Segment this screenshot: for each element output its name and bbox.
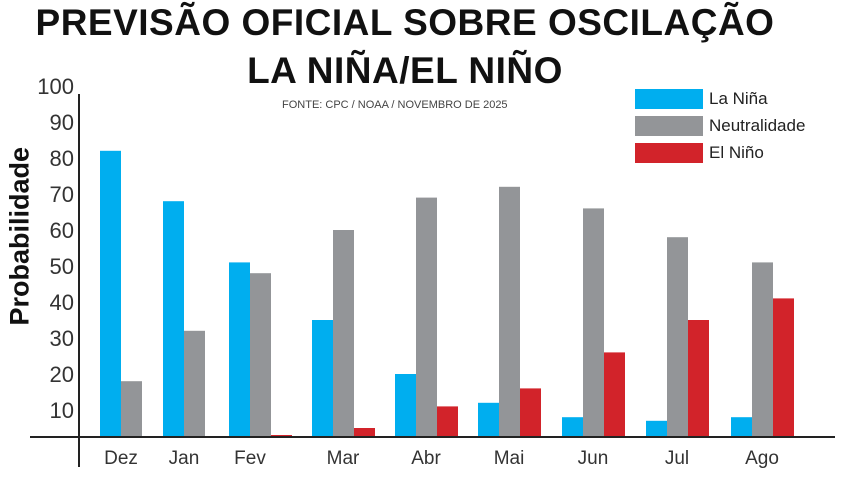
y-tick-label: 10 <box>50 398 74 423</box>
legend-swatch-neutralidade <box>635 116 703 136</box>
x-tick-label: Mar <box>327 448 360 469</box>
x-tick-label: Dez <box>104 448 138 469</box>
x-tick-label: Ago <box>745 448 779 469</box>
x-tick-label: Abr <box>411 448 441 469</box>
legend-label-neutralidade: Neutralidade <box>709 116 806 135</box>
y-tick-label: 80 <box>50 146 74 171</box>
bar-jun-1 <box>583 208 604 437</box>
bar-jul-1 <box>667 237 688 437</box>
bar-jul-2 <box>688 320 709 437</box>
y-tick-label: 100 <box>37 74 74 99</box>
bar-jul-0 <box>646 420 667 437</box>
legend-swatch-la-nina <box>635 89 703 109</box>
bar-ago-1 <box>752 262 773 437</box>
bar-abr-0 <box>395 374 416 437</box>
bar-abr-1 <box>416 197 437 437</box>
x-tick-label: Jun <box>578 448 609 469</box>
y-tick-label: 90 <box>50 110 74 135</box>
bar-jan-0 <box>163 201 184 437</box>
chart-title-line1: PREVISÃO OFICIAL SOBRE OSCILAÇÃO <box>35 2 775 43</box>
bar-ago-0 <box>731 417 752 437</box>
x-tick-label: Jan <box>169 448 200 469</box>
bar-jun-2 <box>604 352 625 437</box>
bar-mar-1 <box>333 230 354 437</box>
bar-mai-0 <box>478 402 499 437</box>
y-tick-label: 60 <box>50 218 74 243</box>
bar-abr-2 <box>437 406 458 437</box>
bar-mar-0 <box>312 320 333 437</box>
legend-swatch-el-nino <box>635 143 703 163</box>
y-tick-label: 70 <box>50 182 74 207</box>
y-tick-label: 50 <box>50 254 74 279</box>
chart-title-line2: LA NIÑA/EL NIÑO <box>247 50 563 91</box>
bar-mar-2 <box>354 428 375 437</box>
legend-label-la-nina: La Niña <box>709 89 768 108</box>
y-tick-label: 40 <box>50 290 74 315</box>
legend-label-el-nino: El Niño <box>709 143 764 162</box>
bar-dez-0 <box>100 150 121 438</box>
y-tick-label: 30 <box>50 326 74 351</box>
y-tick-label: 20 <box>50 362 74 387</box>
bar-jan-1 <box>184 330 205 437</box>
x-tick-label: Jul <box>665 448 689 469</box>
source-note: FONTE: CPC / NOAA / NOVEMBRO DE 2025 <box>282 99 508 111</box>
bar-fev-0 <box>229 262 250 437</box>
bar-mai-2 <box>520 388 541 437</box>
x-tick-label: Mai <box>494 448 525 469</box>
bar-ago-2 <box>773 298 794 437</box>
bar-jun-0 <box>562 417 583 437</box>
bar-mai-1 <box>499 186 520 437</box>
bar-dez-1 <box>121 381 142 437</box>
x-tick-label: Fev <box>234 448 266 469</box>
bar-fev-1 <box>250 273 271 437</box>
